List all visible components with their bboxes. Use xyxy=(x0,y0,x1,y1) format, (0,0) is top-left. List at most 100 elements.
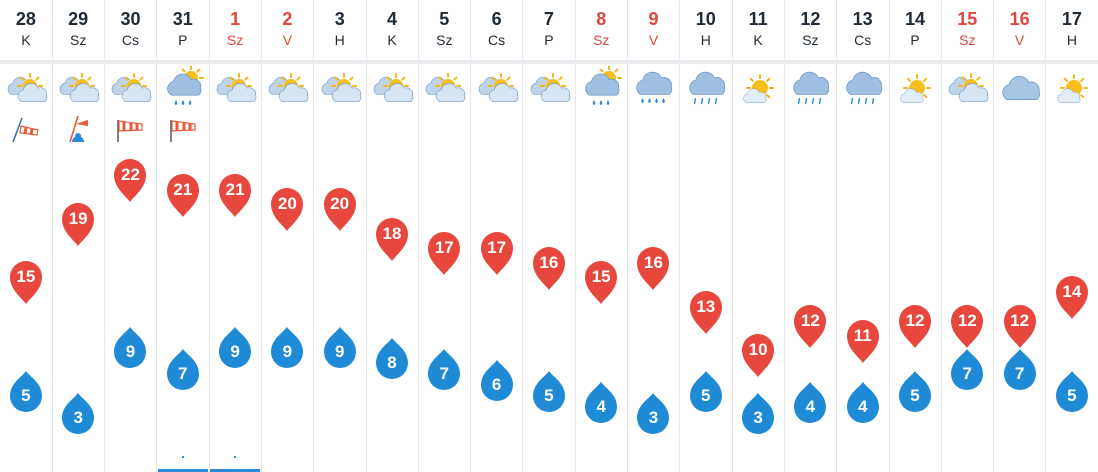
max-temp-marker[interactable]: 15 xyxy=(8,258,44,306)
max-temp-value: 21 xyxy=(225,179,245,199)
min-temp-marker[interactable]: 9 xyxy=(217,325,253,373)
min-temp-marker[interactable]: 5 xyxy=(897,369,933,417)
partly-cloudy-icon xyxy=(108,66,152,110)
max-temp-value: 20 xyxy=(330,194,350,214)
day-weekday: Sz xyxy=(802,32,819,48)
min-temp-value: 6 xyxy=(491,375,502,394)
max-temp-marker[interactable]: 20 xyxy=(322,185,358,233)
day-header: 29 Sz xyxy=(52,0,104,60)
day-date: 17 xyxy=(1061,9,1082,29)
day-column[interactable]: 9 V 16 3 xyxy=(628,0,681,472)
day-column[interactable]: 1 Sz 21 9 xyxy=(209,0,262,472)
day-weekday: H xyxy=(1066,32,1077,48)
day-header: 1 Sz xyxy=(209,0,261,60)
min-temp-marker[interactable]: 9 xyxy=(112,325,148,373)
min-temp-value: 3 xyxy=(648,408,659,427)
day-weekday: Sz xyxy=(226,32,244,48)
day-column[interactable]: 28 K 15 5 xyxy=(0,0,53,472)
max-temp-marker[interactable]: 19 xyxy=(60,200,96,248)
min-temp-marker[interactable]: 5 xyxy=(1054,369,1090,417)
min-temp-marker[interactable]: 3 xyxy=(635,391,671,439)
max-temp-marker[interactable]: 15 xyxy=(583,258,619,306)
day-column[interactable]: 4 K 18 8 xyxy=(366,0,419,472)
max-temp-marker[interactable]: 14 xyxy=(1054,273,1090,321)
day-column[interactable]: 31 P 21 7 xyxy=(157,0,210,472)
min-temp-marker[interactable]: 4 xyxy=(845,380,881,428)
min-temp-value: 5 xyxy=(1067,386,1077,405)
max-temp-marker[interactable]: 13 xyxy=(688,288,724,336)
max-temp-marker[interactable]: 18 xyxy=(374,215,410,263)
day-column[interactable]: 17 H 14 5 xyxy=(1046,0,1098,472)
day-column[interactable]: 10 H 13 5 xyxy=(680,0,733,472)
day-column[interactable]: 14 P 12 5 xyxy=(889,0,942,472)
day-column[interactable]: 29 Sz 19 3 xyxy=(52,0,106,472)
max-temp-marker[interactable]: 20 xyxy=(269,185,305,233)
day-column[interactable]: 11 K 10 3 xyxy=(732,0,785,472)
max-temp-marker[interactable]: 12 xyxy=(1002,302,1038,350)
day-date: 16 xyxy=(1009,9,1030,29)
day-date: 31 xyxy=(172,9,193,29)
day-column[interactable]: 12 Sz 12 4 xyxy=(785,0,838,472)
max-temp-marker[interactable]: 17 xyxy=(426,229,462,277)
max-temp-marker[interactable]: 11 xyxy=(845,317,881,365)
min-temp-marker[interactable]: 5 xyxy=(8,369,44,417)
day-column[interactable]: 7 P 16 5 xyxy=(523,0,576,472)
day-weekday: V xyxy=(1014,32,1025,48)
max-temp-marker[interactable]: 12 xyxy=(792,302,828,350)
max-temp-value: 10 xyxy=(748,340,768,360)
min-temp-marker[interactable]: 7 xyxy=(1002,347,1038,395)
day-column[interactable]: 8 Sz 15 4 xyxy=(575,0,629,472)
min-temp-value: 7 xyxy=(178,364,188,383)
min-temp-value: 9 xyxy=(334,342,345,361)
header-separator xyxy=(0,60,1098,64)
min-temp-marker[interactable]: 7 xyxy=(949,347,985,395)
day-column[interactable]: 30 Cs 22 9 xyxy=(105,0,158,472)
max-temp-marker[interactable]: 16 xyxy=(635,244,671,292)
max-temp-marker[interactable]: 21 xyxy=(217,171,253,219)
min-temp-marker[interactable]: 4 xyxy=(583,380,619,428)
min-temp-value: 7 xyxy=(439,364,450,383)
min-temp-marker[interactable]: 7 xyxy=(426,347,462,395)
partly-cloudy-icon xyxy=(213,66,257,110)
day-date: 15 xyxy=(957,9,978,29)
min-temp-marker[interactable]: 4 xyxy=(792,380,828,428)
day-column[interactable]: 15 Sz 12 7 xyxy=(941,0,995,472)
day-weekday: Sz xyxy=(436,32,453,48)
min-temp-value: 7 xyxy=(962,364,973,383)
min-temp-marker[interactable]: 7 xyxy=(165,347,201,395)
day-date: 5 xyxy=(439,9,450,29)
max-temp-marker[interactable]: 17 xyxy=(479,229,515,277)
min-temp-marker[interactable]: 9 xyxy=(322,325,358,373)
day-column[interactable]: 6 Cs 17 6 xyxy=(471,0,524,472)
day-date: 3 xyxy=(334,9,345,29)
min-temp-marker[interactable]: 9 xyxy=(269,325,305,373)
day-date: 1 xyxy=(230,9,241,29)
day-column[interactable]: 5 Sz 17 7 xyxy=(418,0,472,472)
max-temp-value: 11 xyxy=(853,325,872,345)
max-temp-marker[interactable]: 10 xyxy=(740,331,776,379)
max-temp-marker[interactable]: 12 xyxy=(949,302,985,350)
max-temp-marker[interactable]: 16 xyxy=(531,244,567,292)
min-temp-marker[interactable]: 3 xyxy=(60,391,96,439)
day-column[interactable]: 13 Cs 11 4 xyxy=(837,0,890,472)
min-temp-marker[interactable]: 5 xyxy=(531,369,567,417)
min-temp-marker[interactable]: 8 xyxy=(374,336,410,384)
day-column[interactable]: 3 H 20 9 xyxy=(314,0,367,472)
min-temp-marker[interactable]: 6 xyxy=(479,358,515,406)
max-temp-marker[interactable]: 22 xyxy=(112,156,148,204)
partly-cloudy-icon xyxy=(945,66,989,110)
sun-small-cloud-icon xyxy=(1050,66,1094,110)
day-weekday: V xyxy=(282,32,293,48)
max-temp-value: 12 xyxy=(905,311,925,331)
min-temp-marker[interactable]: 5 xyxy=(688,369,724,417)
day-column[interactable]: 16 V 12 7 xyxy=(994,0,1047,472)
max-temp-marker[interactable]: 12 xyxy=(897,302,933,350)
min-temp-value: 3 xyxy=(753,408,763,427)
max-temp-value: 18 xyxy=(382,223,402,243)
max-temp-marker[interactable]: 21 xyxy=(165,171,201,219)
min-temp-marker[interactable]: 3 xyxy=(740,391,776,439)
day-column[interactable]: 2 V 20 9 xyxy=(262,0,315,472)
